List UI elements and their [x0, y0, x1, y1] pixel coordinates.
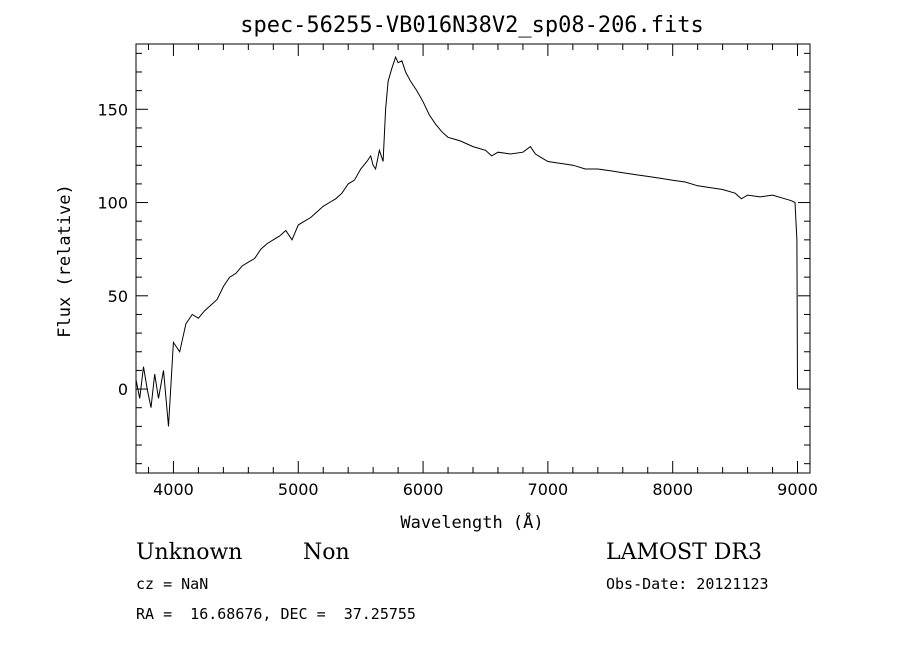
x-tick-label: 7000: [528, 480, 569, 499]
x-tick-label: 6000: [403, 480, 444, 499]
redshift-cz: cz = NaN: [136, 575, 208, 593]
y-tick-label: 0: [118, 380, 128, 399]
survey-name: LAMOST DR3: [606, 540, 762, 565]
plot-frame: [135, 43, 811, 474]
y-axis-label: Flux (relative): [55, 184, 75, 338]
spectrum-line: [135, 55, 798, 427]
y-tick-label: 100: [97, 194, 128, 213]
y-tick-label: 50: [108, 287, 128, 306]
axis-ticks: [136, 44, 810, 473]
observation-date: Obs-Date: 20121123: [606, 575, 769, 593]
axis-tick-labels: 4000 5000 6000 7000 8000 9000 0 50 100 150: [97, 100, 817, 499]
x-tick-label: 9000: [777, 480, 818, 499]
x-tick-label: 8000: [652, 480, 693, 499]
y-tick-label: 150: [97, 100, 128, 119]
object-subclass: Non: [303, 540, 350, 565]
x-axis-label: Wavelength (Å): [400, 511, 543, 533]
object-class: Unknown: [136, 540, 242, 565]
x-tick-label: 4000: [153, 480, 194, 499]
x-tick-label: 5000: [278, 480, 319, 499]
coordinates: RA = 16.68676, DEC = 37.25755: [136, 605, 416, 623]
chart-title: spec-56255-VB016N38V2_sp08-206.fits: [240, 13, 704, 38]
